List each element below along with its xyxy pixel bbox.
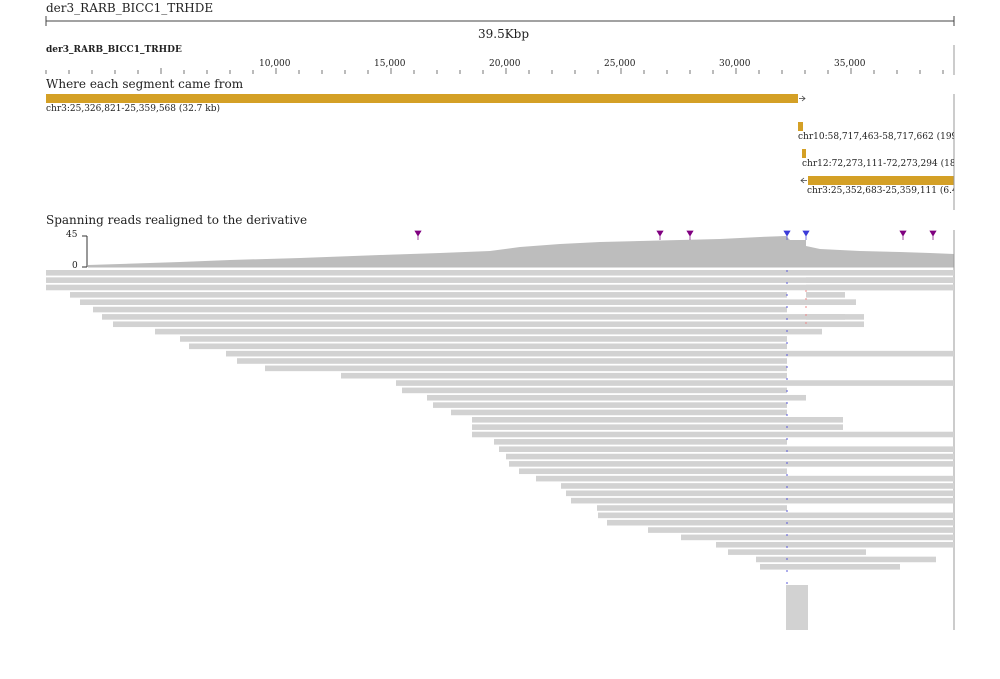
span-ruler xyxy=(45,16,955,26)
read-alignment[interactable] xyxy=(341,372,787,379)
view-title: der3_RARB_BICC1_TRHDE xyxy=(46,1,214,15)
read-alignment[interactable] xyxy=(180,336,787,342)
read-supplementary[interactable] xyxy=(806,299,856,305)
coverage-axis xyxy=(82,235,88,268)
segment-arrow-left-icon xyxy=(800,177,807,184)
read-alignment[interactable] xyxy=(427,394,806,401)
read-alignment[interactable] xyxy=(472,431,954,438)
ref-track-name: der3_RARB_BICC1_TRHDE xyxy=(46,45,182,55)
read-alignment[interactable] xyxy=(756,556,936,563)
tick-label: 30,000 xyxy=(719,59,751,69)
read-alignment[interactable] xyxy=(46,277,954,283)
read-alignment[interactable] xyxy=(561,483,954,489)
insertion-markers xyxy=(414,230,937,240)
segment-bar-chr3-inverted[interactable] xyxy=(808,176,954,185)
read-alignment[interactable] xyxy=(728,549,866,555)
read-alignment[interactable] xyxy=(536,475,954,482)
segment-bar-chr10[interactable] xyxy=(798,122,803,131)
read-alignment[interactable] xyxy=(607,519,954,526)
read-alignment[interactable] xyxy=(433,402,787,408)
coverage-max-label: 45 xyxy=(66,230,78,240)
read-alignment[interactable] xyxy=(402,387,787,394)
read-supplementary[interactable] xyxy=(806,314,864,320)
segment-bar-chr3-main[interactable] xyxy=(46,94,798,103)
origin-track-label: Where each segment came from xyxy=(46,77,244,91)
segment-label-chr3-main: chr3:25,326,821-25,359,568 (32.7 kb) xyxy=(46,104,220,114)
tick-label: 35,000 xyxy=(834,59,866,69)
read-alignment[interactable] xyxy=(648,527,954,533)
read-alignment[interactable] xyxy=(499,446,954,452)
coverage-track xyxy=(82,230,955,630)
insertion-marker-icon xyxy=(414,230,422,240)
origin-track xyxy=(46,94,955,210)
read-supplementary[interactable] xyxy=(806,292,845,298)
read-alignment[interactable] xyxy=(598,512,954,519)
read-alignment[interactable] xyxy=(472,424,843,430)
coverage-area xyxy=(88,236,954,267)
tick-label: 10,000 xyxy=(259,59,291,69)
reads-track-label: Spanning reads realigned to the derivati… xyxy=(46,213,308,227)
reads-pileup xyxy=(46,270,954,570)
read-alignment[interactable] xyxy=(571,497,954,504)
read-alignment[interactable] xyxy=(70,292,787,298)
read-alignment[interactable] xyxy=(155,328,822,335)
read-alignment[interactable] xyxy=(102,314,845,320)
insertion-marker-icon xyxy=(929,230,937,240)
read-alignment[interactable] xyxy=(226,350,954,357)
coverage-min-label: 0 xyxy=(72,261,78,271)
read-alignment[interactable] xyxy=(566,490,954,497)
read-alignment[interactable] xyxy=(46,270,954,276)
tick-label: 15,000 xyxy=(374,59,406,69)
read-alignment[interactable] xyxy=(265,365,787,372)
read-alignment[interactable] xyxy=(509,461,954,467)
segment-label-chr12: chr12:72,273,111-72,273,294 (183 xyxy=(802,159,954,169)
read-alignment[interactable] xyxy=(472,417,843,423)
insertion-marker-icon xyxy=(656,230,664,240)
read-alignment[interactable] xyxy=(716,541,954,548)
segment-label-chr3-inverted: chr3:25,352,683-25,359,111 (6.4 xyxy=(807,186,954,196)
segment-arrow-right-icon xyxy=(799,95,806,102)
segment-label-chr10: chr10:58,717,463-58,717,662 (199 xyxy=(798,132,954,142)
read-alignment[interactable] xyxy=(80,299,856,305)
insertion-marker-icon xyxy=(783,230,791,240)
read-alignment[interactable] xyxy=(494,439,787,445)
coordinate-ruler xyxy=(45,45,955,75)
read-alignment[interactable] xyxy=(760,564,900,570)
insertion-marker-icon xyxy=(899,230,907,240)
read-alignment[interactable] xyxy=(597,505,787,511)
segment-bar-chr12[interactable] xyxy=(802,149,806,158)
tick-label: 25,000 xyxy=(604,59,636,69)
insertion-marker-icon xyxy=(802,230,810,240)
read-alignment[interactable] xyxy=(451,409,787,416)
read-alignment[interactable] xyxy=(46,284,954,291)
insertion-marker-icon xyxy=(686,230,694,240)
read-alignment[interactable] xyxy=(506,453,954,460)
read-alignment[interactable] xyxy=(189,343,787,350)
read-alignment[interactable] xyxy=(237,358,787,364)
read-alignment[interactable] xyxy=(519,468,787,475)
read-alignment[interactable] xyxy=(113,321,864,328)
read-alignment[interactable] xyxy=(681,534,954,541)
tick-label: 20,000 xyxy=(489,59,521,69)
read-alignment[interactable] xyxy=(93,306,787,313)
read-alignment[interactable] xyxy=(396,380,954,386)
span-label: 39.5Kbp xyxy=(478,27,530,41)
breakpoint-lines xyxy=(786,270,808,630)
read-supplementary[interactable] xyxy=(806,284,954,291)
read-supplementary[interactable] xyxy=(806,277,954,283)
